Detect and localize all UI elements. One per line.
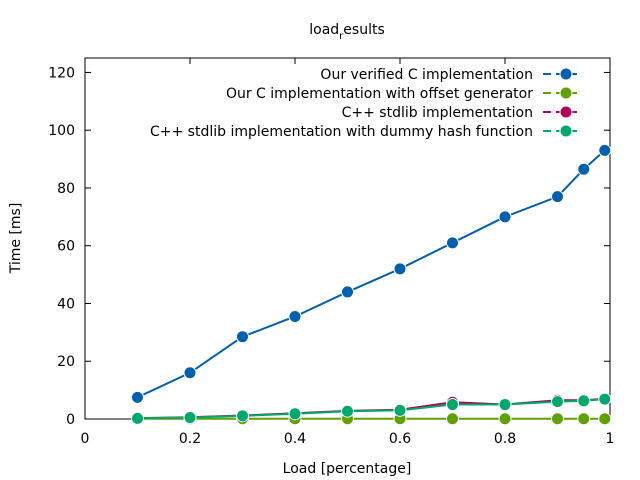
data-point <box>498 210 512 224</box>
data-point <box>446 412 459 426</box>
series-2 <box>131 412 612 426</box>
x-tick-label: 0.4 <box>284 431 306 447</box>
data-point <box>551 412 564 426</box>
legend-label: Our verified C implementation <box>320 67 533 83</box>
series-4 <box>131 392 612 425</box>
legend-label: C++ stdlib implementation <box>342 105 533 121</box>
legend: Our verified C implementation Our C imple… <box>150 67 579 140</box>
data-point <box>446 398 459 412</box>
chart-title: loadresults <box>309 22 385 42</box>
data-point <box>551 395 564 409</box>
x-tick-label: 0 <box>81 431 90 447</box>
y-axis-label: Time [ms] <box>8 203 24 275</box>
series-layer <box>131 143 612 426</box>
legend-swatch-marker <box>559 124 573 138</box>
series-1 <box>131 143 612 404</box>
data-point <box>393 403 407 417</box>
y-tick-label: 60 <box>57 239 75 255</box>
data-point <box>598 412 612 426</box>
data-point <box>236 330 249 344</box>
x-tick-label: 0.6 <box>389 431 411 447</box>
data-point <box>183 366 197 380</box>
data-point <box>577 412 591 426</box>
data-point <box>598 143 612 157</box>
x-tick-label: 1 <box>606 431 615 447</box>
series-line <box>137 398 605 420</box>
legend-swatch-marker <box>559 105 573 119</box>
data-point <box>393 262 407 276</box>
data-point <box>446 236 459 250</box>
y-tick-label: 120 <box>48 65 75 81</box>
data-point <box>288 309 302 323</box>
y-tick-label: 80 <box>57 181 75 197</box>
data-point <box>341 404 354 418</box>
legend-label: C++ stdlib implementation with dummy has… <box>150 124 533 140</box>
data-point <box>341 285 354 299</box>
y-tick-label: 0 <box>66 412 75 428</box>
data-point <box>236 409 249 423</box>
data-point <box>498 398 512 412</box>
data-point <box>598 392 612 406</box>
y-tick-label: 40 <box>57 296 75 312</box>
y-tick-label: 100 <box>48 123 75 139</box>
x-axis-label: Load [percentage] <box>283 461 412 477</box>
legend-swatch-marker <box>559 67 573 81</box>
data-point <box>577 162 591 176</box>
data-point <box>131 390 144 404</box>
data-point <box>131 411 144 425</box>
series-line <box>137 397 605 420</box>
x-tick-label: 0.2 <box>179 431 201 447</box>
data-point <box>551 190 564 204</box>
x-tick-label: 0.8 <box>494 431 516 447</box>
legend-swatch-marker <box>559 86 573 100</box>
legend-label: Our C implementation with offset generat… <box>226 86 533 102</box>
data-point <box>577 394 591 408</box>
series-line <box>137 149 606 399</box>
y-tick-label: 20 <box>57 354 75 370</box>
data-point <box>183 411 197 425</box>
data-point <box>498 412 512 426</box>
data-point <box>288 407 302 421</box>
